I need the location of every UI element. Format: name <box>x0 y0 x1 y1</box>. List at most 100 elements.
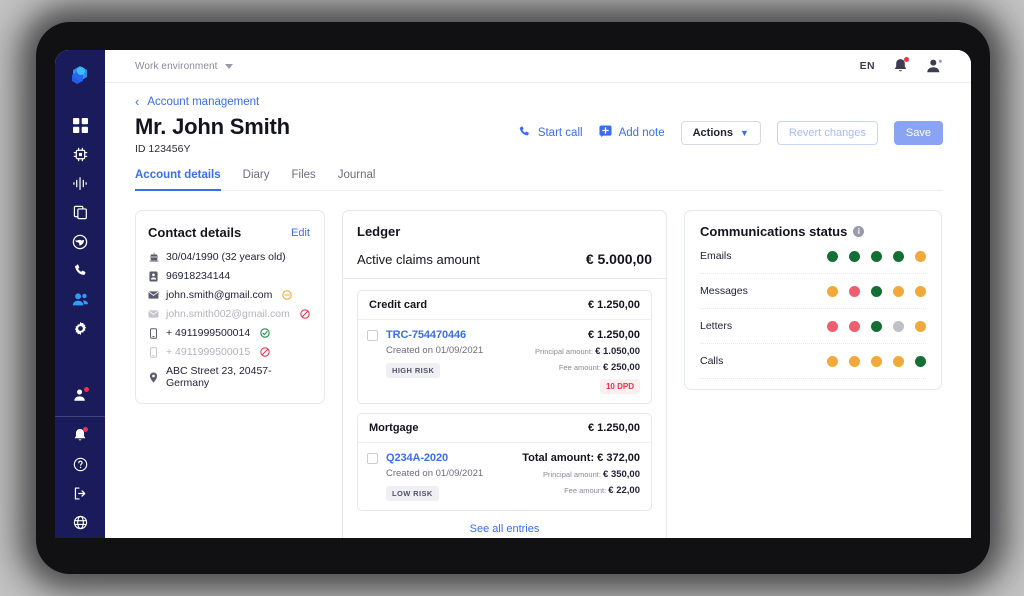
tab-account-details[interactable]: Account details <box>135 169 221 192</box>
notification-badge <box>904 57 909 62</box>
sidebar-item-calls[interactable] <box>55 256 105 285</box>
sidebar-item-processor[interactable] <box>55 140 105 169</box>
status-dots <box>827 355 926 367</box>
revert-changes-button[interactable]: Revert changes <box>776 121 878 145</box>
location-pin-icon <box>148 372 159 383</box>
contact-row-email-primary: john.smith@gmail.com <box>148 289 310 301</box>
work-environment-selector[interactable]: Work environment <box>135 61 233 72</box>
ledger-group-amount: € 1.250,00 <box>588 422 640 435</box>
dpd-badge: 10 DPD <box>599 379 640 395</box>
sidebar <box>55 50 105 538</box>
ledger-entry-total: € 1.250,00 <box>588 329 640 342</box>
chip-icon <box>73 147 88 162</box>
sidebar-item-agent[interactable] <box>55 381 105 410</box>
ledger-group-header: Mortgage € 1.250,00 <box>358 414 651 444</box>
globe-icon <box>73 515 88 530</box>
active-claims-label: Active claims amount <box>357 252 480 268</box>
status-dot <box>915 355 926 367</box>
start-call-button[interactable]: Start call <box>518 125 583 141</box>
communications-status-card: Communications status i Emails <box>684 210 942 391</box>
ledger-group-name: Mortgage <box>369 422 419 435</box>
status-dot <box>893 285 904 297</box>
active-claims-row: Active claims amount € 5.000,00 <box>343 251 666 278</box>
sidebar-item-documents[interactable] <box>55 198 105 227</box>
status-dot <box>893 250 904 262</box>
note-plus-icon <box>599 125 612 141</box>
profile-button[interactable] <box>926 58 943 74</box>
actions-dropdown-button[interactable]: Actions ▼ <box>680 121 761 145</box>
add-note-button[interactable]: Add note <box>599 125 665 141</box>
status-dot <box>915 250 926 262</box>
status-dot <box>871 250 882 262</box>
ledger-entry-reference[interactable]: TRC-754470446 <box>386 329 467 342</box>
sidebar-item-settings[interactable] <box>55 314 105 343</box>
status-dot <box>827 285 838 297</box>
sidebar-item-help[interactable] <box>55 450 105 479</box>
ledger-entry-info: Q234A-2020 Created on 01/09/2021 LOW RIS… <box>386 452 483 502</box>
total-value: € 372,00 <box>597 452 640 465</box>
ledger-card-title: Ledger <box>357 224 401 240</box>
comms-row-label: Letters <box>700 320 733 333</box>
fee-value: € 250,00 <box>603 362 640 374</box>
sidebar-divider <box>55 416 105 417</box>
comms-row-label: Messages <box>700 285 748 298</box>
fee-label: Fee amount: <box>558 363 601 373</box>
sidebar-item-dashboard[interactable] <box>55 111 105 140</box>
sidebar-item-accounts[interactable] <box>55 285 105 314</box>
sidebar-item-notifications[interactable] <box>55 421 105 450</box>
ledger-entry-principal: Principal amount: € 350,00 <box>522 469 640 480</box>
badge-dot <box>83 387 89 392</box>
breadcrumb[interactable]: ‹ Account management <box>135 95 943 108</box>
comms-row-messages: Messages <box>700 274 926 310</box>
contact-details-card: Contact details Edit 30/04/1990 (32 year… <box>135 210 325 405</box>
ledger-entry-right: Total amount: € 372,00 Principal amount:… <box>522 452 640 501</box>
total-label: Total amount: <box>522 452 595 465</box>
fee-label: Fee amount: <box>564 486 607 496</box>
save-button[interactable]: Save <box>893 121 943 145</box>
comms-row-label: Emails <box>700 250 732 263</box>
ledger-group-name: Credit card <box>369 299 428 312</box>
contact-id-text: 96918234144 <box>166 270 231 283</box>
status-dots <box>827 285 926 297</box>
contact-row-birthday: 30/04/1990 (32 years old) <box>148 251 310 263</box>
ledger-entry-checkbox[interactable] <box>367 453 378 465</box>
status-dot <box>849 355 860 367</box>
principal-value: € 1.050,00 <box>595 346 640 358</box>
gear-icon <box>73 321 88 336</box>
tab-files[interactable]: Files <box>291 169 316 182</box>
account-id: ID 123456Y <box>135 143 191 156</box>
status-dot <box>871 320 882 332</box>
see-all-entries-link[interactable]: See all entries <box>469 523 540 536</box>
status-dot <box>849 285 860 297</box>
envelope-icon <box>148 310 159 318</box>
contact-row-email-secondary: john.smith002@gmail.com <box>148 308 310 320</box>
language-button[interactable]: EN <box>859 60 875 72</box>
risk-badge: HIGH RISK <box>386 363 441 379</box>
notifications-button[interactable] <box>893 57 909 74</box>
chevron-down-icon <box>224 63 233 69</box>
status-dot <box>849 250 860 262</box>
sidebar-item-activity[interactable] <box>55 169 105 198</box>
contact-address-text: ABC Street 23, 20457-Germany <box>166 365 272 390</box>
status-pending-icon <box>282 290 293 301</box>
sidebar-item-language[interactable] <box>55 508 105 537</box>
ledger-entry-left: Q234A-2020 Created on 01/09/2021 LOW RIS… <box>367 452 483 502</box>
ledger-entry-checkbox[interactable] <box>367 330 378 342</box>
sidebar-item-global[interactable] <box>55 227 105 256</box>
page-actions: Start call Add note <box>518 114 943 145</box>
save-label: Save <box>905 127 931 139</box>
contact-card-header: Contact details Edit <box>148 225 310 240</box>
info-icon[interactable]: i <box>853 226 865 238</box>
status-dot <box>871 355 882 367</box>
tab-journal[interactable]: Journal <box>337 169 376 182</box>
contact-card-title: Contact details <box>148 225 242 241</box>
status-dot <box>915 285 926 297</box>
sidebar-item-logout[interactable] <box>55 479 105 508</box>
page-title: Mr. John Smith <box>135 114 290 139</box>
contact-row-phone-primary: + 4911999500014 <box>148 327 310 339</box>
tab-diary[interactable]: Diary <box>242 169 270 182</box>
badge-dot <box>83 427 88 432</box>
logo-icon[interactable] <box>69 64 91 91</box>
ledger-entry-reference[interactable]: Q234A-2020 <box>386 452 448 465</box>
edit-contact-button[interactable]: Edit <box>291 226 310 239</box>
